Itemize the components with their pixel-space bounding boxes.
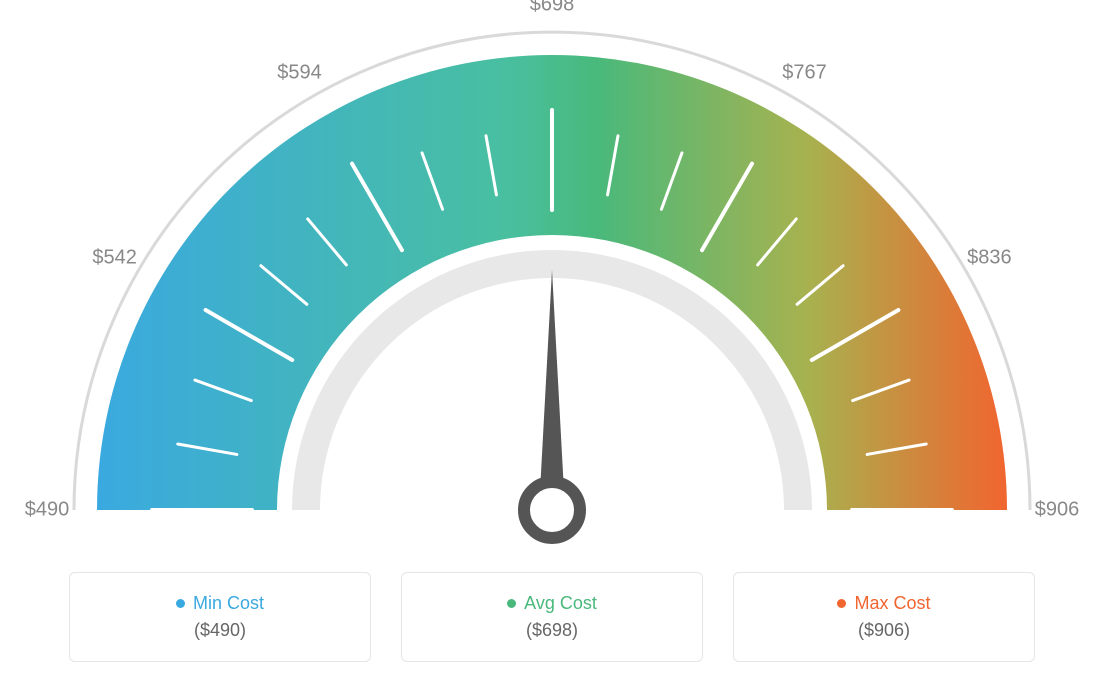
legend-card-min: Min Cost ($490) — [69, 572, 371, 662]
legend-row: Min Cost ($490) Avg Cost ($698) Max Cost… — [0, 572, 1104, 662]
legend-avg-label: Avg Cost — [524, 593, 597, 614]
legend-min-value: ($490) — [194, 620, 246, 641]
gauge-tick-label: $698 — [530, 0, 575, 17]
legend-min-top: Min Cost — [176, 593, 264, 614]
legend-max-top: Max Cost — [837, 593, 930, 614]
legend-min-dot — [176, 599, 185, 608]
legend-card-avg: Avg Cost ($698) — [401, 572, 703, 662]
gauge-tick-label: $490 — [25, 499, 70, 522]
gauge-area: $490 $542 $594 $698 $767 $836 $906 — [0, 0, 1104, 560]
legend-card-max: Max Cost ($906) — [733, 572, 1035, 662]
legend-max-dot — [837, 599, 846, 608]
legend-avg-top: Avg Cost — [507, 593, 597, 614]
gauge-tick-label: $542 — [92, 246, 137, 269]
gauge-tick-label: $594 — [277, 61, 322, 84]
gauge-chart-container: $490 $542 $594 $698 $767 $836 $906 Min Cost ($… — [0, 0, 1104, 690]
legend-avg-value: ($698) — [526, 620, 578, 641]
gauge-tick-label: $836 — [967, 246, 1012, 269]
legend-avg-dot — [507, 599, 516, 608]
gauge-svg — [0, 0, 1104, 560]
gauge-tick-label: $906 — [1035, 499, 1080, 522]
legend-max-value: ($906) — [858, 620, 910, 641]
legend-max-label: Max Cost — [854, 593, 930, 614]
gauge-tick-label: $767 — [782, 61, 827, 84]
legend-min-label: Min Cost — [193, 593, 264, 614]
